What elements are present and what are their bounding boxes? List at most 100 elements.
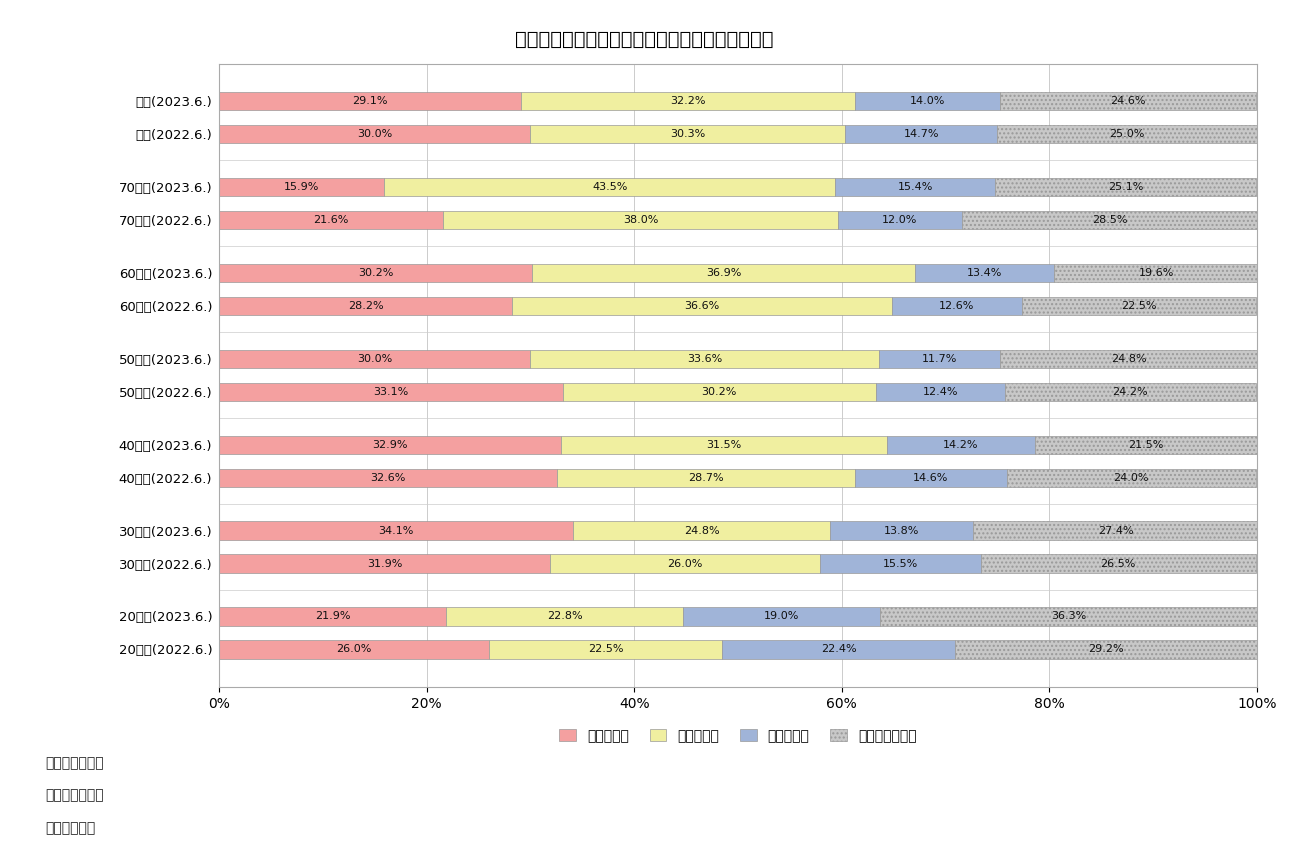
Text: 36.6%: 36.6%: [684, 301, 719, 311]
Text: 34.1%: 34.1%: [379, 526, 414, 536]
Text: 14.7%: 14.7%: [904, 129, 938, 139]
Bar: [887, 436, 1035, 454]
Text: 28.5%: 28.5%: [1092, 215, 1128, 225]
Bar: [219, 349, 531, 368]
Text: 15.9%: 15.9%: [284, 182, 320, 192]
Text: 14.0%: 14.0%: [910, 96, 946, 106]
Bar: [973, 522, 1258, 539]
Text: （資料）同上: （資料）同上: [45, 821, 95, 835]
Bar: [219, 436, 561, 454]
Text: 15.5%: 15.5%: [883, 559, 918, 568]
Bar: [955, 640, 1258, 659]
Text: 28.2%: 28.2%: [348, 301, 383, 311]
Bar: [879, 349, 1000, 368]
Bar: [557, 469, 855, 487]
Bar: [521, 92, 855, 110]
Text: 19.0%: 19.0%: [764, 611, 799, 622]
Text: 27.4%: 27.4%: [1098, 526, 1133, 536]
Text: 36.3%: 36.3%: [1051, 611, 1087, 622]
Bar: [1054, 264, 1258, 282]
Text: （備考２）同上: （備考２）同上: [45, 789, 103, 803]
Bar: [219, 264, 532, 282]
Text: 30.0%: 30.0%: [357, 354, 392, 364]
Text: 31.5%: 31.5%: [706, 439, 741, 449]
Bar: [489, 640, 722, 659]
Bar: [531, 349, 879, 368]
Bar: [1000, 349, 1258, 368]
Bar: [844, 125, 998, 143]
Bar: [962, 211, 1258, 229]
Bar: [550, 555, 820, 572]
Bar: [1000, 92, 1255, 110]
Bar: [838, 211, 962, 229]
Text: 29.1%: 29.1%: [352, 96, 388, 106]
Bar: [219, 555, 550, 572]
Text: 14.2%: 14.2%: [944, 439, 978, 449]
Text: 24.0%: 24.0%: [1114, 472, 1148, 483]
Text: 22.8%: 22.8%: [547, 611, 583, 622]
Bar: [219, 92, 521, 110]
Bar: [384, 178, 835, 196]
Text: 26.5%: 26.5%: [1101, 559, 1136, 568]
Bar: [562, 382, 877, 401]
Bar: [531, 125, 844, 143]
Text: 12.6%: 12.6%: [940, 301, 974, 311]
Text: 21.5%: 21.5%: [1129, 439, 1164, 449]
Text: （備考１）同上: （備考１）同上: [45, 756, 103, 771]
Text: 31.9%: 31.9%: [367, 559, 402, 568]
Bar: [219, 178, 384, 196]
Text: 22.5%: 22.5%: [588, 644, 624, 655]
Text: 図表５　年代別にみた自家用車の利用頻度の変化: 図表５ 年代別にみた自家用車の利用頻度の変化: [516, 30, 773, 48]
Bar: [915, 264, 1054, 282]
Text: 12.4%: 12.4%: [923, 387, 958, 397]
Bar: [1007, 469, 1255, 487]
Bar: [219, 125, 531, 143]
Legend: 週５回以上, 週１〜４回, 月３回以下, 未利用・非該当: 週５回以上, 週１〜４回, 月３回以下, 未利用・非該当: [553, 723, 923, 749]
Bar: [722, 640, 955, 659]
Bar: [820, 555, 981, 572]
Bar: [219, 382, 562, 401]
Bar: [892, 297, 1022, 315]
Text: 21.6%: 21.6%: [313, 215, 349, 225]
Text: 36.9%: 36.9%: [706, 268, 741, 278]
Text: 22.5%: 22.5%: [1121, 301, 1156, 311]
Text: 33.6%: 33.6%: [687, 354, 722, 364]
Bar: [683, 607, 880, 626]
Text: 14.6%: 14.6%: [914, 472, 949, 483]
Text: 15.4%: 15.4%: [897, 182, 933, 192]
Bar: [880, 607, 1257, 626]
Bar: [981, 555, 1255, 572]
Bar: [835, 178, 995, 196]
Text: 25.1%: 25.1%: [1107, 182, 1143, 192]
Text: 11.7%: 11.7%: [922, 354, 958, 364]
Text: 24.8%: 24.8%: [684, 526, 719, 536]
Text: 24.8%: 24.8%: [1111, 354, 1147, 364]
Bar: [219, 640, 489, 659]
Bar: [512, 297, 892, 315]
Text: 33.1%: 33.1%: [374, 387, 409, 397]
Bar: [855, 469, 1007, 487]
Text: 32.6%: 32.6%: [370, 472, 406, 483]
Text: 32.9%: 32.9%: [373, 439, 407, 449]
Text: 22.4%: 22.4%: [821, 644, 856, 655]
Text: 30.3%: 30.3%: [670, 129, 705, 139]
Bar: [532, 264, 915, 282]
Text: 30.2%: 30.2%: [358, 268, 393, 278]
Bar: [219, 211, 443, 229]
Bar: [219, 607, 446, 626]
Bar: [561, 436, 887, 454]
Text: 30.0%: 30.0%: [357, 129, 392, 139]
Bar: [219, 522, 574, 539]
Bar: [855, 92, 1000, 110]
Text: 29.2%: 29.2%: [1088, 644, 1124, 655]
Bar: [877, 382, 1004, 401]
Text: 24.2%: 24.2%: [1112, 387, 1148, 397]
Bar: [830, 522, 973, 539]
Text: 43.5%: 43.5%: [592, 182, 628, 192]
Bar: [1035, 436, 1258, 454]
Bar: [1022, 297, 1255, 315]
Text: 19.6%: 19.6%: [1138, 268, 1174, 278]
Bar: [219, 469, 557, 487]
Bar: [443, 211, 838, 229]
Text: 38.0%: 38.0%: [623, 215, 659, 225]
